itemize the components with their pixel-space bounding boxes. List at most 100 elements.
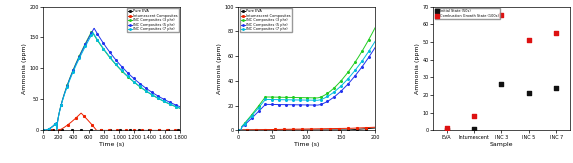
Legend: Pure EVA, Intumescent Composites, INC Composites (3 phr), INC Composites (5 phr): Pure EVA, Intumescent Composites, INC Co… xyxy=(127,8,179,32)
X-axis label: Time (s): Time (s) xyxy=(99,142,124,147)
Combustion Growth State (100s) xyxy=(442,126,451,129)
INC Composites (3 phr) xyxy=(372,27,379,29)
INC Composites (3 phr) xyxy=(235,129,242,131)
Line: INC Composites (7 phr): INC Composites (7 phr) xyxy=(42,32,181,131)
Initial State (50s) xyxy=(552,87,561,89)
INC Composites (7 phr) xyxy=(40,129,46,131)
Intumescent Composites xyxy=(121,129,128,131)
Intumescent Composites xyxy=(235,129,242,131)
Initial State (50s) xyxy=(442,128,451,131)
INC Composites (7 phr) xyxy=(235,129,242,131)
INC Composites (7 phr) xyxy=(359,60,366,62)
INC Composites (5 phr) xyxy=(174,105,180,107)
INC Composites (5 phr) xyxy=(121,69,128,71)
INC Composites (3 phr) xyxy=(319,96,325,97)
Pure EVA xyxy=(319,129,325,131)
Line: INC Composites (3 phr): INC Composites (3 phr) xyxy=(237,27,376,131)
Y-axis label: Ammonia (ppm): Ammonia (ppm) xyxy=(217,43,222,94)
Y-axis label: Ammonia (ppm): Ammonia (ppm) xyxy=(415,43,419,94)
INC Composites (7 phr) xyxy=(372,40,379,42)
INC Composites (7 phr) xyxy=(177,107,184,109)
X-axis label: Sample: Sample xyxy=(490,142,513,147)
Pure EVA xyxy=(152,129,159,131)
Intumescent Composites xyxy=(316,128,323,130)
Combustion Growth State (100s) xyxy=(469,115,478,118)
INC Composites (5 phr) xyxy=(152,94,159,96)
INC Composites (5 phr) xyxy=(114,61,121,63)
Intumescent Composites xyxy=(177,129,184,131)
Pure EVA xyxy=(174,129,180,131)
INC Composites (7 phr) xyxy=(89,32,96,34)
Line: Intumescent Composites: Intumescent Composites xyxy=(237,126,376,131)
X-axis label: Time (s): Time (s) xyxy=(294,142,319,147)
Pure EVA xyxy=(316,129,323,131)
Line: INC Composites (7 phr): INC Composites (7 phr) xyxy=(237,40,376,131)
Combustion Growth State (100s) xyxy=(524,39,533,41)
INC Composites (7 phr) xyxy=(316,99,323,101)
Line: INC Composites (5 phr): INC Composites (5 phr) xyxy=(42,28,181,131)
INC Composites (5 phr) xyxy=(359,65,366,67)
Intumescent Composites xyxy=(316,128,323,130)
Pure EVA xyxy=(235,129,242,131)
Pure EVA xyxy=(121,129,128,131)
INC Composites (3 phr) xyxy=(152,96,159,98)
Intumescent Composites xyxy=(40,129,46,131)
Line: Pure EVA: Pure EVA xyxy=(237,127,376,131)
Intumescent Composites xyxy=(105,129,112,131)
INC Composites (7 phr) xyxy=(234,129,241,131)
Line: INC Composites (3 phr): INC Composites (3 phr) xyxy=(42,31,181,131)
INC Composites (5 phr) xyxy=(316,104,323,106)
Intumescent Composites xyxy=(359,127,366,129)
INC Composites (5 phr) xyxy=(316,104,323,106)
INC Composites (7 phr) xyxy=(114,65,121,67)
INC Composites (3 phr) xyxy=(88,30,95,32)
INC Composites (3 phr) xyxy=(359,50,366,52)
INC Composites (7 phr) xyxy=(105,54,112,56)
Intumescent Composites xyxy=(114,129,121,131)
Intumescent Composites xyxy=(152,129,159,131)
INC Composites (5 phr) xyxy=(319,103,325,105)
Pure EVA xyxy=(40,129,46,131)
INC Composites (7 phr) xyxy=(319,98,325,100)
INC Composites (5 phr) xyxy=(105,49,112,51)
INC Composites (7 phr) xyxy=(316,99,323,101)
Line: Intumescent Composites: Intumescent Composites xyxy=(42,112,181,131)
Intumescent Composites xyxy=(372,126,379,128)
Legend: Initial State (50s), Combustion Growth State (100s): Initial State (50s), Combustion Growth S… xyxy=(434,8,500,19)
INC Composites (3 phr) xyxy=(40,129,46,131)
Pure EVA xyxy=(105,129,112,131)
INC Composites (3 phr) xyxy=(234,129,241,131)
Initial State (50s) xyxy=(469,128,478,130)
Pure EVA xyxy=(350,129,357,131)
INC Composites (3 phr) xyxy=(316,96,323,98)
Y-axis label: Ammonia (ppm): Ammonia (ppm) xyxy=(22,43,27,94)
Intumescent Composites xyxy=(174,129,180,131)
INC Composites (3 phr) xyxy=(105,55,112,57)
Intumescent Composites xyxy=(106,129,113,131)
Line: INC Composites (5 phr): INC Composites (5 phr) xyxy=(237,47,376,131)
INC Composites (7 phr) xyxy=(350,71,357,73)
Intumescent Composites xyxy=(350,127,357,129)
Pure EVA xyxy=(177,129,184,131)
INC Composites (7 phr) xyxy=(152,96,159,98)
INC Composites (7 phr) xyxy=(121,73,128,75)
INC Composites (3 phr) xyxy=(174,106,180,108)
Combustion Growth State (100s) xyxy=(497,14,506,17)
Line: Pure EVA: Pure EVA xyxy=(42,129,181,131)
Pure EVA xyxy=(105,129,112,131)
Intumescent Composites xyxy=(319,128,325,130)
Pure EVA xyxy=(234,129,241,131)
Combustion Growth State (100s) xyxy=(552,32,561,34)
Pure EVA xyxy=(372,127,379,129)
Intumescent Composites xyxy=(78,112,85,114)
INC Composites (5 phr) xyxy=(350,77,357,79)
Pure EVA xyxy=(316,129,323,131)
INC Composites (5 phr) xyxy=(91,27,97,29)
INC Composites (3 phr) xyxy=(177,107,184,109)
Initial State (50s) xyxy=(497,83,506,86)
INC Composites (7 phr) xyxy=(106,55,113,57)
Pure EVA xyxy=(359,128,366,130)
Initial State (50s) xyxy=(524,92,533,95)
INC Composites (7 phr) xyxy=(174,106,180,108)
INC Composites (5 phr) xyxy=(235,129,242,131)
